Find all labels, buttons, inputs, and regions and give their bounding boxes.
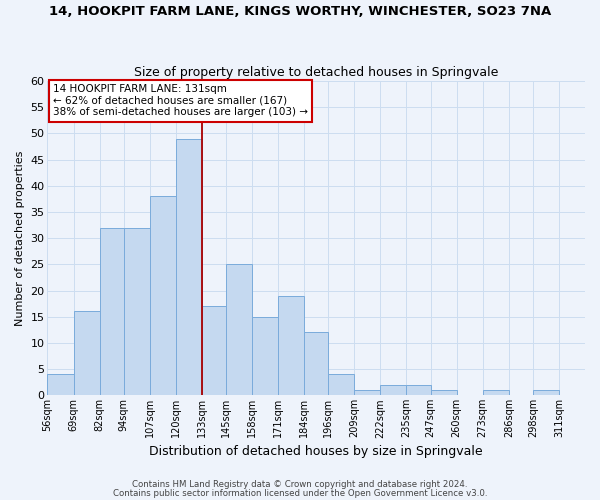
Text: 14, HOOKPIT FARM LANE, KINGS WORTHY, WINCHESTER, SO23 7NA: 14, HOOKPIT FARM LANE, KINGS WORTHY, WIN… xyxy=(49,5,551,18)
Bar xyxy=(47,374,74,396)
Bar xyxy=(278,296,304,396)
Bar xyxy=(226,264,252,396)
Bar xyxy=(431,390,457,396)
Bar xyxy=(252,316,278,396)
Bar xyxy=(124,228,150,396)
X-axis label: Distribution of detached houses by size in Springvale: Distribution of detached houses by size … xyxy=(149,444,483,458)
Bar xyxy=(100,228,124,396)
Bar xyxy=(380,385,406,396)
Bar xyxy=(406,385,431,396)
Bar xyxy=(355,390,380,396)
Bar xyxy=(304,332,328,396)
Text: 14 HOOKPIT FARM LANE: 131sqm
← 62% of detached houses are smaller (167)
38% of s: 14 HOOKPIT FARM LANE: 131sqm ← 62% of de… xyxy=(53,84,308,117)
Bar xyxy=(150,196,176,396)
Bar xyxy=(483,390,509,396)
Y-axis label: Number of detached properties: Number of detached properties xyxy=(15,150,25,326)
Bar xyxy=(328,374,355,396)
Text: Contains HM Land Registry data © Crown copyright and database right 2024.: Contains HM Land Registry data © Crown c… xyxy=(132,480,468,489)
Bar xyxy=(74,312,100,396)
Text: Contains public sector information licensed under the Open Government Licence v3: Contains public sector information licen… xyxy=(113,488,487,498)
Bar xyxy=(533,390,559,396)
Bar xyxy=(202,306,226,396)
Title: Size of property relative to detached houses in Springvale: Size of property relative to detached ho… xyxy=(134,66,499,78)
Bar xyxy=(176,138,202,396)
